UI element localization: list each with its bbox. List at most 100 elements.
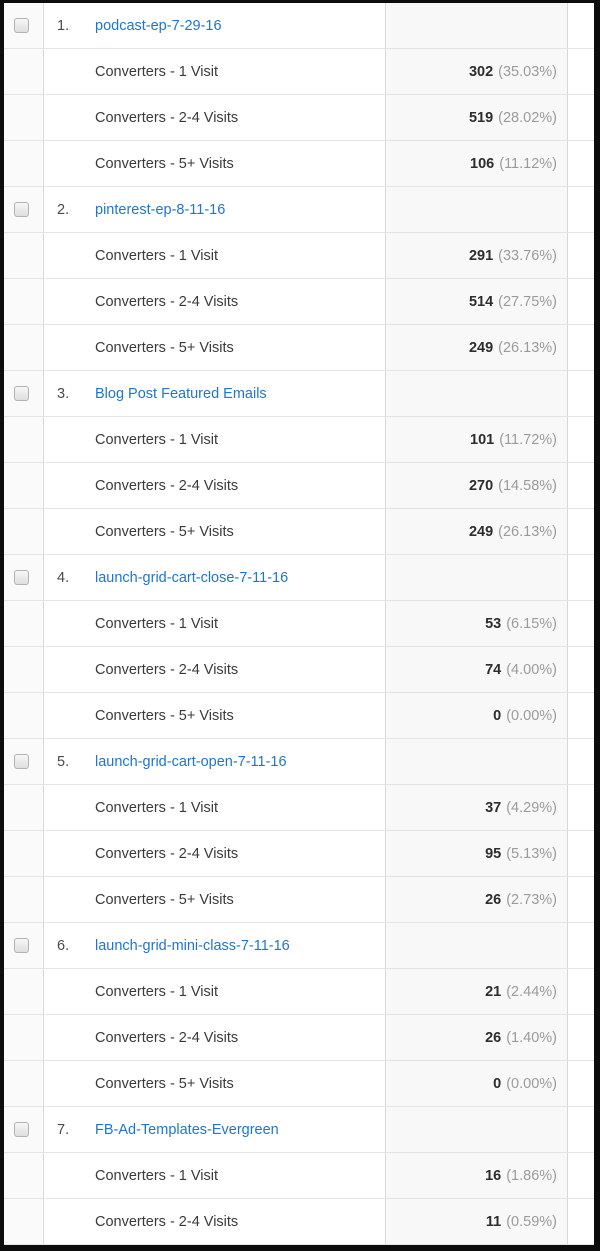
row-checkbox[interactable] xyxy=(14,386,29,401)
checkbox-cell-empty xyxy=(4,141,44,186)
segment-value: 21 xyxy=(485,983,502,1000)
checkbox-cell-empty xyxy=(4,463,44,508)
segment-label: Converters - 2-4 Visits xyxy=(95,1213,239,1230)
checkbox-cell-empty xyxy=(4,969,44,1014)
row-rank: 6. xyxy=(57,937,70,954)
spacer-cell xyxy=(568,969,594,1014)
value-cell-empty xyxy=(386,3,568,48)
segment-value-cell: 26 (2.73%) xyxy=(386,877,568,922)
spacer-cell xyxy=(568,95,594,140)
segment-label: Converters - 2-4 Visits xyxy=(95,109,239,126)
row-rank: 1. xyxy=(57,17,70,34)
spacer-cell xyxy=(568,601,594,646)
segment-value: 249 xyxy=(468,523,494,540)
row-checkbox[interactable] xyxy=(14,18,29,33)
segment-label: Converters - 2-4 Visits xyxy=(95,293,239,310)
checkbox-cell-empty xyxy=(4,1015,44,1060)
segment-label-cell: Converters - 5+ Visits xyxy=(44,509,386,554)
segment-value: 74 xyxy=(485,661,502,678)
campaign-group-row: 2. pinterest-ep-8-11-16 xyxy=(4,187,594,233)
segment-value: 53 xyxy=(485,615,502,632)
row-rank: 5. xyxy=(57,753,70,770)
segment-label-cell: Converters - 2-4 Visits xyxy=(44,831,386,876)
spacer-cell xyxy=(568,371,594,416)
spacer-cell xyxy=(568,417,594,462)
campaign-cell: 7. FB-Ad-Templates-Evergreen xyxy=(44,1107,386,1152)
campaign-group-row: 3. Blog Post Featured Emails xyxy=(4,371,594,417)
checkbox-cell-empty xyxy=(4,785,44,830)
campaign-group-row: 1. podcast-ep-7-29-16 xyxy=(4,3,594,49)
segment-value-cell: 249 (26.13%) xyxy=(386,325,568,370)
segment-row: Converters - 2-4 Visits 95 (5.13%) xyxy=(4,831,594,877)
campaign-cell: 4. launch-grid-cart-close-7-11-16 xyxy=(44,555,386,600)
campaign-cell: 1. podcast-ep-7-29-16 xyxy=(44,3,386,48)
checkbox-cell-empty xyxy=(4,49,44,94)
spacer-cell xyxy=(568,1015,594,1060)
segment-percent: (5.13%) xyxy=(506,845,557,862)
segment-value-cell: 37 (4.29%) xyxy=(386,785,568,830)
segment-value-cell: 291 (33.76%) xyxy=(386,233,568,278)
segment-row: Converters - 1 Visit 21 (2.44%) xyxy=(4,969,594,1015)
segment-value-cell: 21 (2.44%) xyxy=(386,969,568,1014)
segment-value: 26 xyxy=(485,1029,502,1046)
campaign-link[interactable]: launch-grid-cart-close-7-11-16 xyxy=(95,569,289,586)
campaign-link[interactable]: pinterest-ep-8-11-16 xyxy=(95,201,226,218)
segment-percent: (2.44%) xyxy=(506,983,557,1000)
campaign-group-row: 4. launch-grid-cart-close-7-11-16 xyxy=(4,555,594,601)
segment-row: Converters - 2-4 Visits 270 (14.58%) xyxy=(4,463,594,509)
segment-value: 106 xyxy=(470,155,495,172)
spacer-cell xyxy=(568,1199,594,1244)
campaign-link[interactable]: launch-grid-mini-class-7-11-16 xyxy=(95,937,290,954)
checkbox-cell-empty xyxy=(4,877,44,922)
spacer-cell xyxy=(568,325,594,370)
value-cell-empty xyxy=(386,555,568,600)
segment-value-cell: 270 (14.58%) xyxy=(386,463,568,508)
segment-value: 0 xyxy=(493,707,502,724)
value-cell-empty xyxy=(386,187,568,232)
segment-value: 302 xyxy=(468,63,494,80)
campaign-link[interactable]: podcast-ep-7-29-16 xyxy=(95,17,222,34)
segment-percent: (4.00%) xyxy=(506,661,557,678)
segment-value: 101 xyxy=(470,431,495,448)
segment-row: Converters - 1 Visit 101 (11.72%) xyxy=(4,417,594,463)
segment-label: Converters - 5+ Visits xyxy=(95,339,234,356)
segment-percent: (35.03%) xyxy=(498,63,557,80)
spacer-cell xyxy=(568,279,594,324)
segment-value: 16 xyxy=(485,1167,502,1184)
campaign-cell: 2. pinterest-ep-8-11-16 xyxy=(44,187,386,232)
segment-label-cell: Converters - 1 Visit xyxy=(44,49,386,94)
campaign-group-row: 6. launch-grid-mini-class-7-11-16 xyxy=(4,923,594,969)
row-checkbox[interactable] xyxy=(14,1122,29,1137)
spacer-cell xyxy=(568,923,594,968)
row-checkbox[interactable] xyxy=(14,202,29,217)
segment-row: Converters - 5+ Visits 26 (2.73%) xyxy=(4,877,594,923)
checkbox-cell xyxy=(4,371,44,416)
checkbox-cell-empty xyxy=(4,647,44,692)
segment-label-cell: Converters - 2-4 Visits xyxy=(44,95,386,140)
campaign-link[interactable]: Blog Post Featured Emails xyxy=(95,385,267,402)
checkbox-cell-empty xyxy=(4,1061,44,1106)
segment-value-cell: 95 (5.13%) xyxy=(386,831,568,876)
row-checkbox[interactable] xyxy=(14,570,29,585)
checkbox-cell xyxy=(4,739,44,784)
row-checkbox[interactable] xyxy=(14,938,29,953)
segment-value-cell: 249 (26.13%) xyxy=(386,509,568,554)
value-cell-empty xyxy=(386,1107,568,1152)
segment-row: Converters - 5+ Visits 249 (26.13%) xyxy=(4,509,594,555)
campaign-link[interactable]: launch-grid-cart-open-7-11-16 xyxy=(95,753,287,770)
segment-label: Converters - 5+ Visits xyxy=(95,891,234,908)
campaign-link[interactable]: FB-Ad-Templates-Evergreen xyxy=(95,1121,279,1138)
segment-label: Converters - 1 Visit xyxy=(95,63,219,80)
row-checkbox[interactable] xyxy=(14,754,29,769)
segment-row: Converters - 5+ Visits 0 (0.00%) xyxy=(4,1061,594,1107)
checkbox-cell-empty xyxy=(4,1199,44,1244)
checkbox-cell xyxy=(4,923,44,968)
segment-value-cell: 0 (0.00%) xyxy=(386,693,568,738)
segment-label-cell: Converters - 5+ Visits xyxy=(44,325,386,370)
spacer-cell xyxy=(568,831,594,876)
segment-value: 514 xyxy=(468,293,494,310)
segment-label: Converters - 2-4 Visits xyxy=(95,845,239,862)
checkbox-cell-empty xyxy=(4,509,44,554)
spacer-cell xyxy=(568,3,594,48)
